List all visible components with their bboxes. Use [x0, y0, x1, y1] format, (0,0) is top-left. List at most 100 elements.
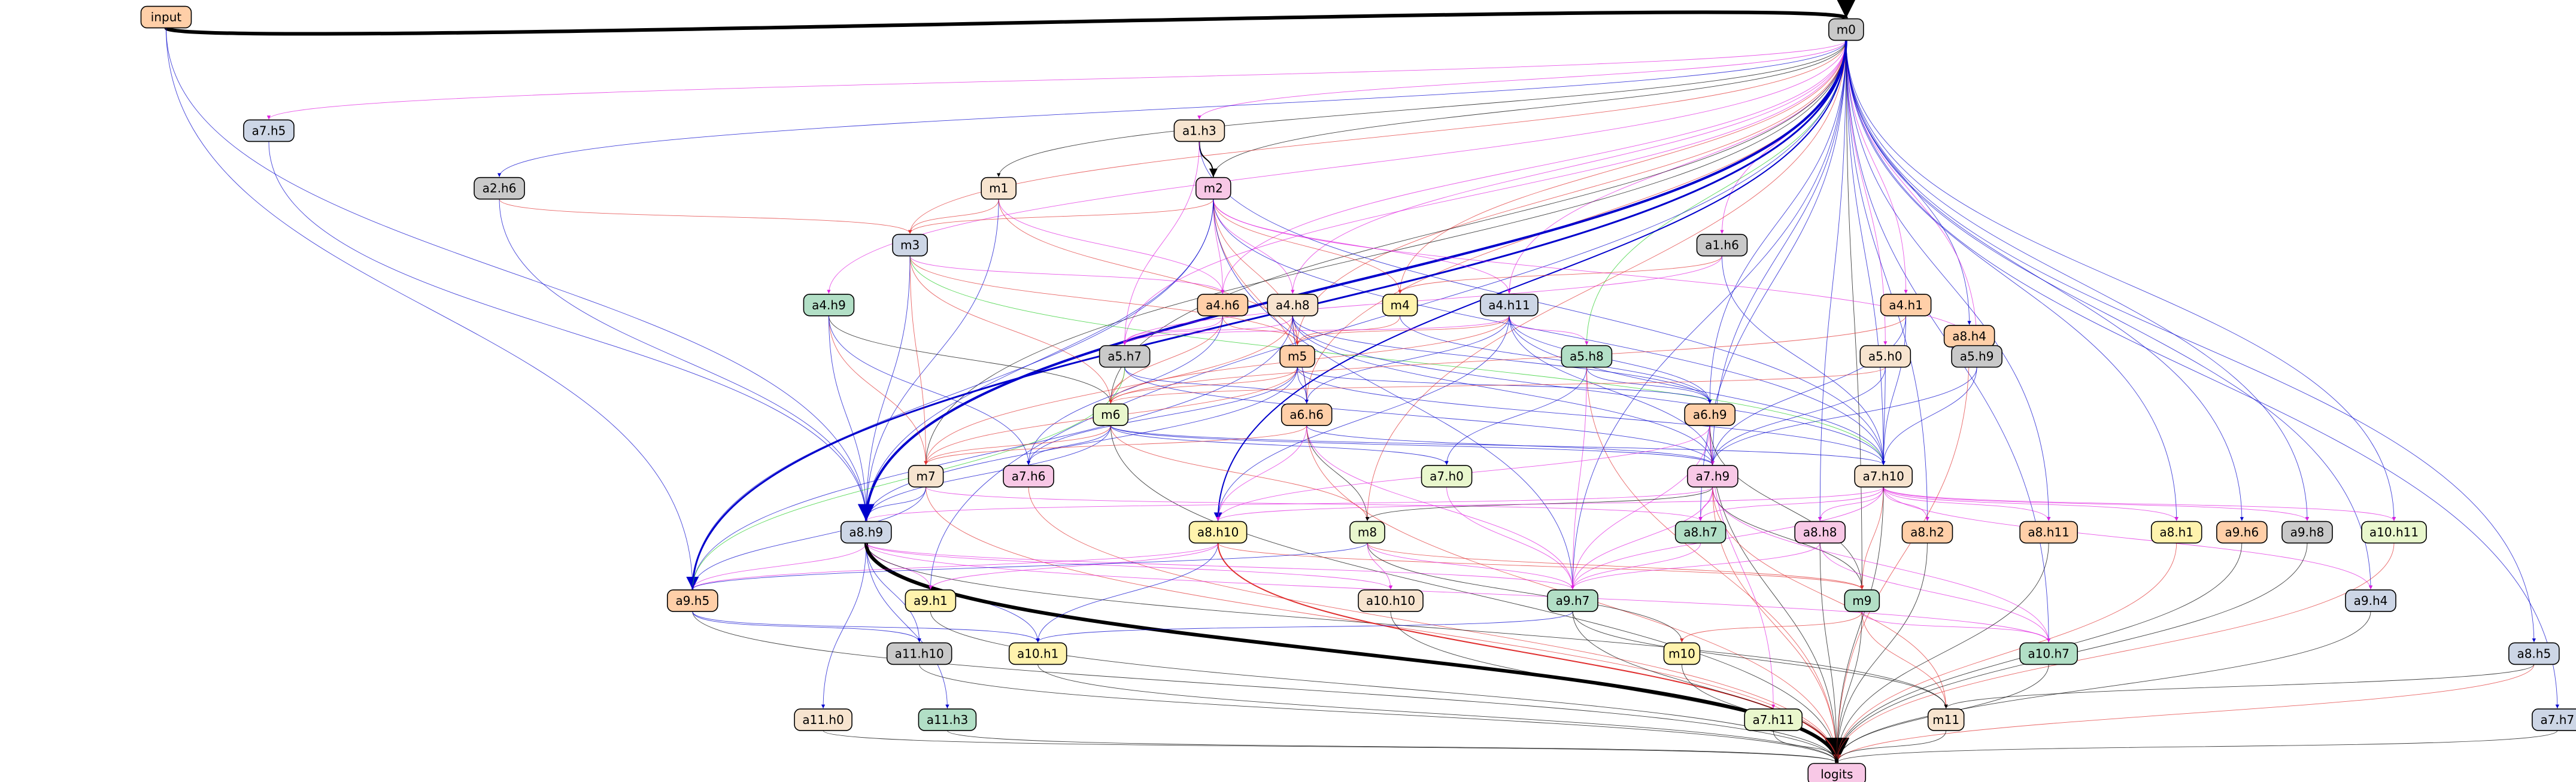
edge-m0-to-m8 — [1365, 40, 1847, 521]
node-a8-h10[interactable]: a8.h10 — [1188, 521, 1248, 544]
edge-m0-to-a8.h8 — [1818, 40, 1847, 521]
node-a9-h1[interactable]: a9.h1 — [905, 589, 957, 612]
edge-a6.h9-to-a9.h7 — [1570, 425, 1710, 589]
edge-m6-to-a7.h6 — [1026, 425, 1111, 465]
node-a8-h1[interactable]: a8.h1 — [2150, 521, 2202, 544]
node-m11[interactable]: m11 — [1927, 708, 1965, 731]
node-a11-h3[interactable]: a11.h3 — [918, 708, 977, 731]
node-a7-h0[interactable]: a7.h0 — [1421, 465, 1473, 488]
node-m4[interactable]: m4 — [1382, 293, 1418, 317]
node-a7-h7[interactable]: a7.h7 — [2532, 708, 2576, 731]
edge-m1-to-a8.h9 — [864, 199, 999, 521]
node-m10[interactable]: m10 — [1663, 642, 1701, 665]
node-label: a2.h6 — [483, 181, 517, 196]
edge-a4.h6-to-m6 — [1109, 315, 1223, 404]
node-m9[interactable]: m9 — [1844, 589, 1880, 612]
node-a7-h10[interactable]: a7.h10 — [1854, 465, 1913, 488]
node-a7-h11[interactable]: a7.h11 — [1744, 708, 1803, 731]
edge-a1.h6-to-a7.h10 — [1722, 255, 1886, 465]
node-label: a7.h10 — [1862, 469, 1904, 483]
node-a10-h11[interactable]: a10.h11 — [2361, 521, 2427, 544]
edge-m6-to-logits — [1110, 425, 1839, 763]
edge-m5-to-a8.h9 — [864, 367, 1298, 521]
node-a6-h6[interactable]: a6.h6 — [1281, 403, 1333, 426]
edge-a9.h1-to-logits — [930, 611, 1839, 763]
edge-m0-to-a5.h7 — [1122, 40, 1847, 345]
node-a4-h11[interactable]: a4.h11 — [1480, 293, 1539, 317]
node-label: m4 — [1390, 298, 1409, 312]
node-a11-h10[interactable]: a11.h10 — [886, 642, 952, 665]
node-a7-h6[interactable]: a7.h6 — [1003, 465, 1054, 488]
node-box — [243, 119, 295, 142]
edge-m3-to-m7 — [909, 255, 928, 465]
node-box — [1859, 345, 1911, 368]
node-a5-h8[interactable]: a5.h8 — [1561, 345, 1613, 368]
node-box — [1173, 119, 1225, 142]
node-label: a11.h0 — [802, 713, 844, 727]
node-box — [2281, 521, 2333, 544]
node-a5-h7[interactable]: a5.h7 — [1099, 345, 1151, 368]
node-a9-h8[interactable]: a9.h8 — [2281, 521, 2333, 544]
edge-m9-to-a10.h7 — [1861, 611, 2051, 643]
node-a11-h0[interactable]: a11.h0 — [794, 708, 852, 731]
node-a8-h5[interactable]: a8.h5 — [2508, 642, 2560, 665]
node-a1-h3[interactable]: a1.h3 — [1173, 119, 1225, 142]
node-m2[interactable]: m2 — [1195, 177, 1231, 200]
node-a5-h9[interactable]: a5.h9 — [1951, 345, 2002, 368]
node-a9-h6[interactable]: a9.h6 — [2216, 521, 2268, 544]
edge-a8.h9-to-a11.h3 — [866, 543, 949, 708]
node-a4-h6[interactable]: a4.h6 — [1197, 293, 1249, 317]
edge-m7-to-a9.h5 — [690, 486, 927, 589]
edge-a4.h6-to-m5 — [1222, 315, 1300, 345]
node-a2-h6[interactable]: a2.h6 — [474, 177, 525, 200]
node-a6-h9[interactable]: a6.h9 — [1684, 403, 1735, 426]
node-a7-h9[interactable]: a7.h9 — [1687, 465, 1738, 488]
node-a8-h9[interactable]: a8.h9 — [841, 521, 892, 544]
node-box — [1674, 521, 1727, 544]
node-m0[interactable]: m0 — [1828, 18, 1864, 41]
node-a4-h8[interactable]: a4.h8 — [1267, 293, 1319, 317]
node-label: m0 — [1837, 22, 1856, 36]
node-a10-h10[interactable]: a10.h10 — [1358, 589, 1424, 612]
node-box — [1684, 403, 1735, 426]
node-a8-h11[interactable]: a8.h11 — [2019, 521, 2078, 544]
node-box — [1349, 521, 1385, 544]
node-m5[interactable]: m5 — [1279, 345, 1315, 368]
node-box — [1093, 403, 1129, 426]
node-a10-h7[interactable]: a10.h7 — [2019, 642, 2078, 665]
edge-m0-to-a1.h3 — [1197, 40, 1847, 120]
node-a8-h4[interactable]: a8.h4 — [1943, 325, 1995, 348]
node-m1[interactable]: m1 — [981, 177, 1017, 200]
node-a7-h5[interactable]: a7.h5 — [243, 119, 295, 142]
node-a9-h5[interactable]: a9.h5 — [667, 589, 718, 612]
node-box — [2345, 589, 2396, 612]
node-a8-h8[interactable]: a8.h8 — [1794, 521, 1846, 544]
node-a8-h2[interactable]: a8.h2 — [1901, 521, 1953, 544]
edge-a4.h9-to-a8.h9 — [828, 315, 868, 521]
node-m3[interactable]: m3 — [892, 233, 928, 257]
node-box — [2019, 521, 2078, 544]
node-a5-h0[interactable]: a5.h0 — [1859, 345, 1911, 368]
node-box — [794, 708, 852, 731]
node-m8[interactable]: m8 — [1349, 521, 1385, 544]
node-m6[interactable]: m6 — [1093, 403, 1129, 426]
node-a1-h6[interactable]: a1.h6 — [1696, 233, 1748, 257]
node-m7[interactable]: m7 — [908, 465, 944, 488]
node-a9-h4[interactable]: a9.h4 — [2345, 589, 2396, 612]
node-input[interactable]: input — [140, 5, 192, 29]
edge-m0-to-a4.h9 — [827, 40, 1847, 294]
node-label: a11.h3 — [927, 713, 968, 727]
edge-a4.h1-to-a7.h9 — [1710, 315, 1907, 465]
node-logits[interactable]: logits — [1807, 763, 1867, 782]
edge-a8.h9-to-a9.h5 — [690, 543, 867, 590]
node-box — [1687, 465, 1738, 488]
node-a8-h7[interactable]: a8.h7 — [1674, 521, 1727, 544]
node-a4-h1[interactable]: a4.h1 — [1880, 293, 1932, 317]
node-label: a6.h9 — [1693, 407, 1727, 422]
node-a9-h7[interactable]: a9.h7 — [1547, 589, 1598, 612]
node-a10-h1[interactable]: a10.h1 — [1008, 642, 1067, 665]
edge-a4.h1-to-a7.h10 — [1882, 315, 1907, 465]
node-a4-h9[interactable]: a4.h9 — [803, 293, 855, 317]
edge-a7.h10-to-a9.h4 — [1883, 486, 2373, 589]
edge-a7.h9-to-m11 — [1712, 486, 1948, 708]
